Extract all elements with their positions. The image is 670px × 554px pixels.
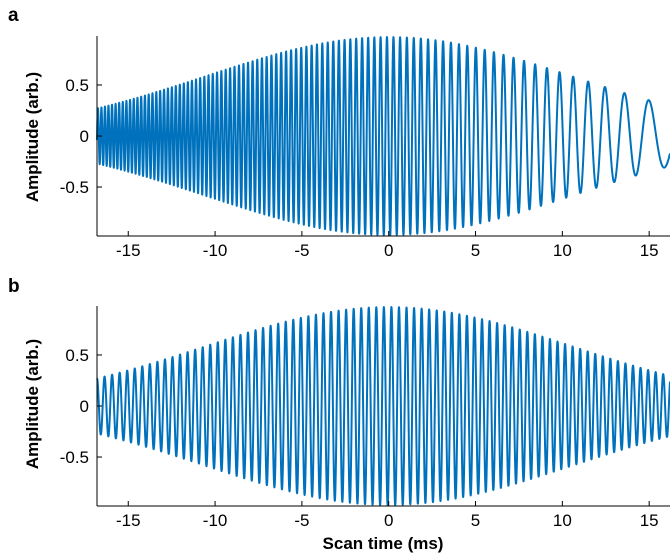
x-tick-label-b: -5	[294, 511, 309, 530]
x-tick-label-a: 0	[384, 241, 393, 260]
x-tick-label-a: 5	[471, 241, 480, 260]
y-tick-label-b: 0.5	[65, 346, 89, 365]
plot-area-b: -15 -10 -5 0 5 10 15 0.5 0 -0.5	[60, 306, 670, 530]
x-tick-label-b: -10	[203, 511, 228, 530]
y-tick-label-a: 0.5	[65, 76, 89, 95]
x-tick-label-a: 10	[553, 241, 572, 260]
x-tick-label-a: -10	[203, 241, 228, 260]
y-axis-label-a: Amplitude (arb.)	[23, 72, 42, 202]
y-tick-label-a: 0	[80, 127, 89, 146]
y-axis-label-b: Amplitude (arb.)	[23, 339, 42, 469]
signal-line-a	[96, 36, 670, 236]
x-tick-label-a: -5	[294, 241, 309, 260]
x-tick-label-b: 5	[471, 511, 480, 530]
panel-b: b Amplitude (arb.) Scan time (ms) -15 -10…	[8, 276, 670, 553]
x-tick-label-a: 15	[640, 241, 659, 260]
y-tick-label-b: -0.5	[60, 448, 89, 467]
x-tick-label-b: -15	[116, 511, 141, 530]
panel-letter-a: a	[8, 5, 19, 26]
plot-area-a: -15 -10 -5 0 5 10 15 0.5 0 -0.5	[60, 36, 670, 260]
panel-a: a Amplitude (arb.) -15 -10 -5 0 5 10 15 0.5 0 -0.…	[8, 5, 670, 260]
x-tick-label-b: 0	[384, 511, 393, 530]
x-tick-label-a: -15	[116, 241, 141, 260]
panel-letter-b: b	[8, 276, 20, 297]
signal-line-b	[96, 306, 670, 506]
x-axis-label-b: Scan time (ms)	[323, 534, 444, 553]
x-tick-label-b: 10	[553, 511, 572, 530]
x-tick-label-b: 15	[640, 511, 659, 530]
y-tick-label-a: -0.5	[60, 178, 89, 197]
y-tick-label-b: 0	[80, 397, 89, 416]
